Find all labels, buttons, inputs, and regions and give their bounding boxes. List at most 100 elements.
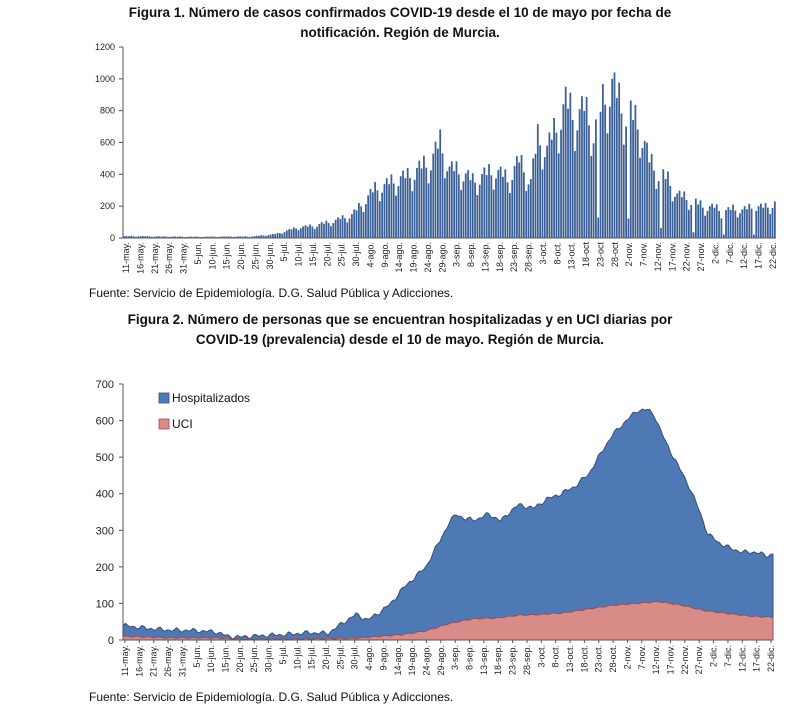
figure2-x-tick-label: 29-ago. (436, 645, 446, 676)
figure1-bar (204, 236, 207, 238)
figure1-bar (248, 236, 251, 238)
figure1-bar (137, 236, 139, 238)
figure2-y-tick-label: 100 (96, 598, 114, 610)
figure1-bar (646, 142, 648, 238)
figure2-x-tick-label: 23-oct. (594, 645, 604, 673)
figure1-bar (653, 170, 655, 238)
figure1-bar (406, 167, 409, 238)
figure2-x-tick-label: 8-oct. (551, 645, 561, 668)
figure1-bar (430, 170, 432, 238)
figure1-bar (681, 197, 683, 238)
figure1-bar (413, 179, 416, 238)
figure1-bar (246, 236, 249, 238)
figure1-bar (525, 191, 528, 238)
figure1-bar (306, 226, 309, 238)
figure1-bar (225, 236, 228, 238)
figure1-bar (192, 236, 195, 238)
figure1-bar (269, 234, 272, 238)
figure1-bar (327, 223, 330, 238)
figure1-bar (627, 218, 630, 238)
figure1-bar (750, 208, 753, 238)
figure1-x-tick-label: 12-nov. (653, 242, 663, 271)
figure1-bar (543, 157, 546, 238)
figure1-bar (476, 195, 479, 238)
figure1-bar (188, 236, 191, 238)
figure1-bar (295, 228, 298, 238)
figure1-bar (425, 167, 428, 238)
figure1-bar (550, 139, 553, 238)
figure1-bar-chart: 0 200 400 600 800 1000 1200 11-may. 16-may. 21-ma… (95, 42, 778, 274)
figure1-bar (676, 193, 679, 238)
figure1-x-tick-label: 29-ago. (437, 242, 447, 273)
figure1-bar (427, 183, 430, 238)
figure1-bar (244, 236, 246, 238)
uci-area (122, 600, 774, 641)
figure2-legend: Hospitalizados UCI (158, 391, 250, 431)
figure1-bar (195, 236, 198, 238)
figure1-bar (134, 236, 137, 238)
figure1-bar (399, 176, 402, 238)
figure1-bar (483, 167, 486, 238)
figure1-bar (497, 169, 500, 238)
figure1-bar (748, 203, 751, 238)
figure1-bar (141, 236, 144, 238)
figure1-bar (239, 236, 242, 238)
figure1-bar (434, 141, 437, 238)
figure1-bar (546, 145, 548, 238)
figure1-bar (260, 235, 263, 238)
figure1-bar (625, 126, 627, 238)
figure1-bar (344, 218, 346, 238)
figure1-bar (715, 204, 718, 238)
figure1-x-tick-label: 8-sep. (466, 242, 476, 267)
figure2-x-tick-label: 15-jul. (307, 645, 317, 670)
figure2-x-tick-label: 7-dic. (723, 645, 733, 667)
figure1-bar (144, 236, 146, 238)
figure1-bar (155, 236, 158, 238)
figure1-bar (332, 223, 335, 238)
figure1-bar (548, 132, 551, 238)
figure1-x-tick-label: 25-jun. (250, 242, 260, 270)
figure1-x-tick-label: 28-sep. (524, 242, 534, 272)
figure2-x-tick-label: 28-oct. (608, 645, 618, 673)
figure1-bar (297, 230, 300, 238)
figure1-bar (632, 120, 634, 238)
figure1-bar (367, 195, 370, 238)
figure1-bar (230, 236, 232, 238)
figure1-bar (402, 170, 404, 238)
figure1-bar (357, 202, 360, 238)
figure1-x-tick-label: 28-oct (610, 242, 620, 268)
figure1-bar (685, 199, 688, 238)
figure1-bar (766, 207, 769, 238)
figure1-bar (474, 182, 476, 238)
figure1-bar (355, 210, 358, 238)
figure1-bar (634, 104, 637, 238)
figure1-bar (209, 236, 212, 238)
figure1-x-tick-label: 22-nov. (682, 242, 692, 271)
figure1-bar (267, 235, 270, 238)
figure1-x-tick-label: 22-dic. (768, 242, 778, 269)
legend-label-uci: UCI (172, 417, 193, 431)
figure1-x-axis: 11-may. 16-may. 21-may. 26-may. 31-may. 5-jun… (121, 242, 778, 274)
figure1-bar (313, 229, 316, 238)
figure1-bar (423, 155, 425, 238)
figure1-bar (592, 143, 595, 238)
figure1-bar (755, 210, 758, 238)
figure1-x-tick-label: 2-dic. (710, 242, 720, 264)
figure1-bar (511, 180, 514, 238)
figure1-bar (734, 210, 737, 238)
figure1-bar (611, 78, 614, 238)
figure1-bar (158, 236, 160, 238)
figure1-bar (360, 206, 363, 238)
figure1-bar (397, 186, 400, 238)
figure1-bar (539, 145, 542, 238)
figure2-x-tick-label: 16-may. (134, 645, 144, 677)
figure1-bar (718, 210, 720, 238)
figure1-bar (615, 98, 618, 238)
figure1-bar (629, 100, 632, 238)
figure2-x-tick-label: 11-may. (120, 645, 130, 676)
figure1-bar (309, 224, 311, 238)
figure1-bar (130, 235, 133, 238)
figure1-x-tick-label: 7-dic. (725, 242, 735, 264)
figure1-bar (567, 108, 569, 238)
